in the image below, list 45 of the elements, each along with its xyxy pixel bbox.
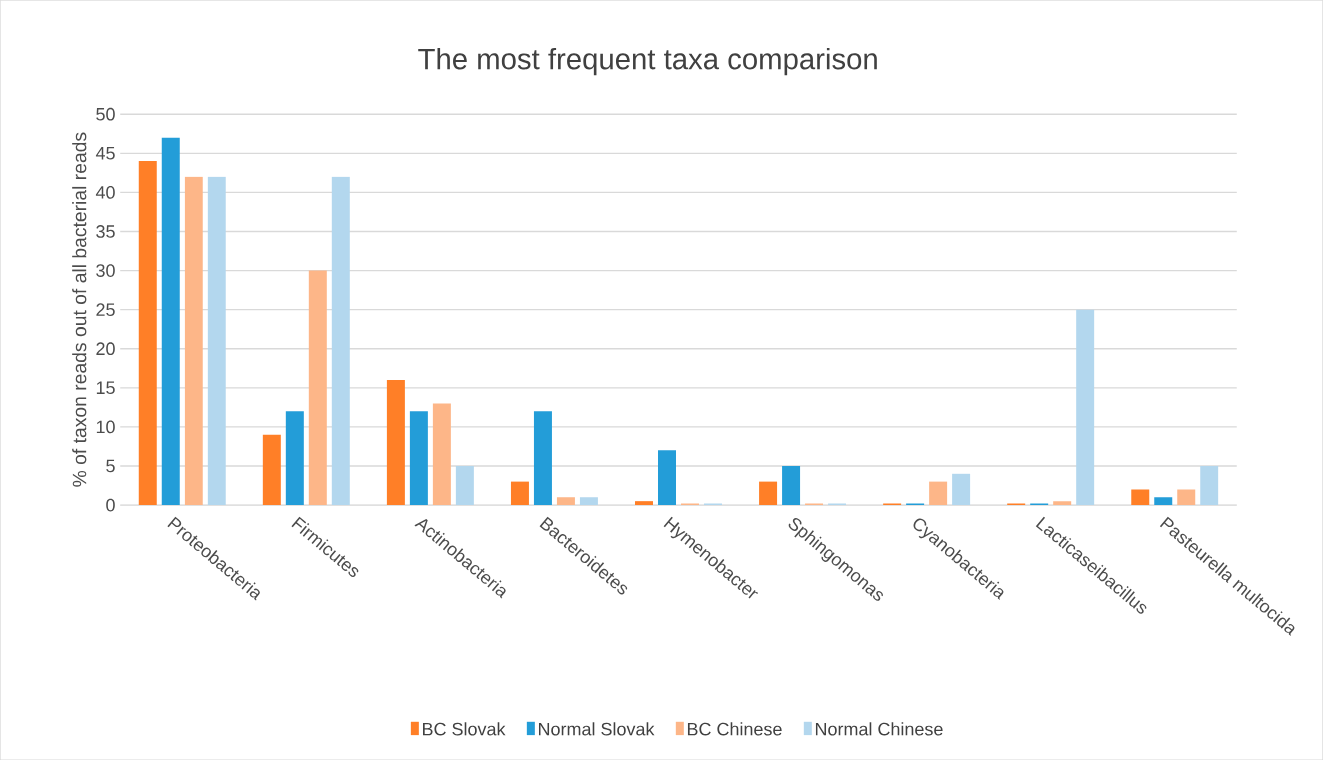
bar — [1131, 489, 1150, 505]
y-tick-label: 25 — [96, 303, 115, 316]
bar — [579, 497, 598, 505]
y-axis-title: % of taxon reads out of all bacterial reads — [72, 132, 87, 487]
y-tick-label: 30 — [96, 264, 115, 277]
bar — [161, 137, 180, 505]
bar — [184, 176, 203, 505]
y-tick-label: 20 — [96, 342, 115, 355]
bar — [409, 411, 428, 505]
bar — [782, 465, 801, 505]
bar — [533, 411, 552, 505]
bar — [929, 481, 948, 505]
bar — [556, 497, 575, 505]
legend-label: Normal Slovak — [538, 722, 655, 736]
bar — [207, 176, 226, 505]
y-tick-label: 5 — [106, 459, 115, 473]
legend-label: Normal Chinese — [815, 722, 943, 736]
bar — [308, 270, 327, 505]
bar — [510, 481, 529, 505]
bar — [658, 450, 676, 505]
y-tick-label: 35 — [96, 225, 115, 238]
y-tick-label: 45 — [95, 146, 115, 160]
bar — [1154, 497, 1173, 505]
bar — [455, 465, 474, 505]
legend-label: BC Chinese — [687, 722, 782, 736]
y-tick-label: 50 — [96, 107, 115, 121]
y-tick-label: 10 — [96, 420, 115, 434]
bar — [1177, 489, 1196, 505]
y-tick-label: 40 — [95, 185, 115, 199]
bar — [331, 176, 350, 505]
bar — [262, 434, 281, 505]
y-tick-label: 15 — [96, 381, 115, 394]
bar — [285, 411, 304, 505]
bar — [759, 481, 778, 505]
bar — [1200, 465, 1219, 505]
bar — [432, 403, 451, 505]
bar — [386, 379, 405, 505]
y-tick-label: 0 — [106, 498, 115, 512]
bar — [1076, 309, 1095, 505]
bar — [952, 473, 971, 505]
chart-title: The most frequent taxa comparison — [418, 47, 877, 76]
bar — [1053, 501, 1072, 505]
bar — [138, 161, 157, 505]
bar — [635, 501, 654, 505]
legend-label: BC Slovak — [423, 722, 506, 736]
